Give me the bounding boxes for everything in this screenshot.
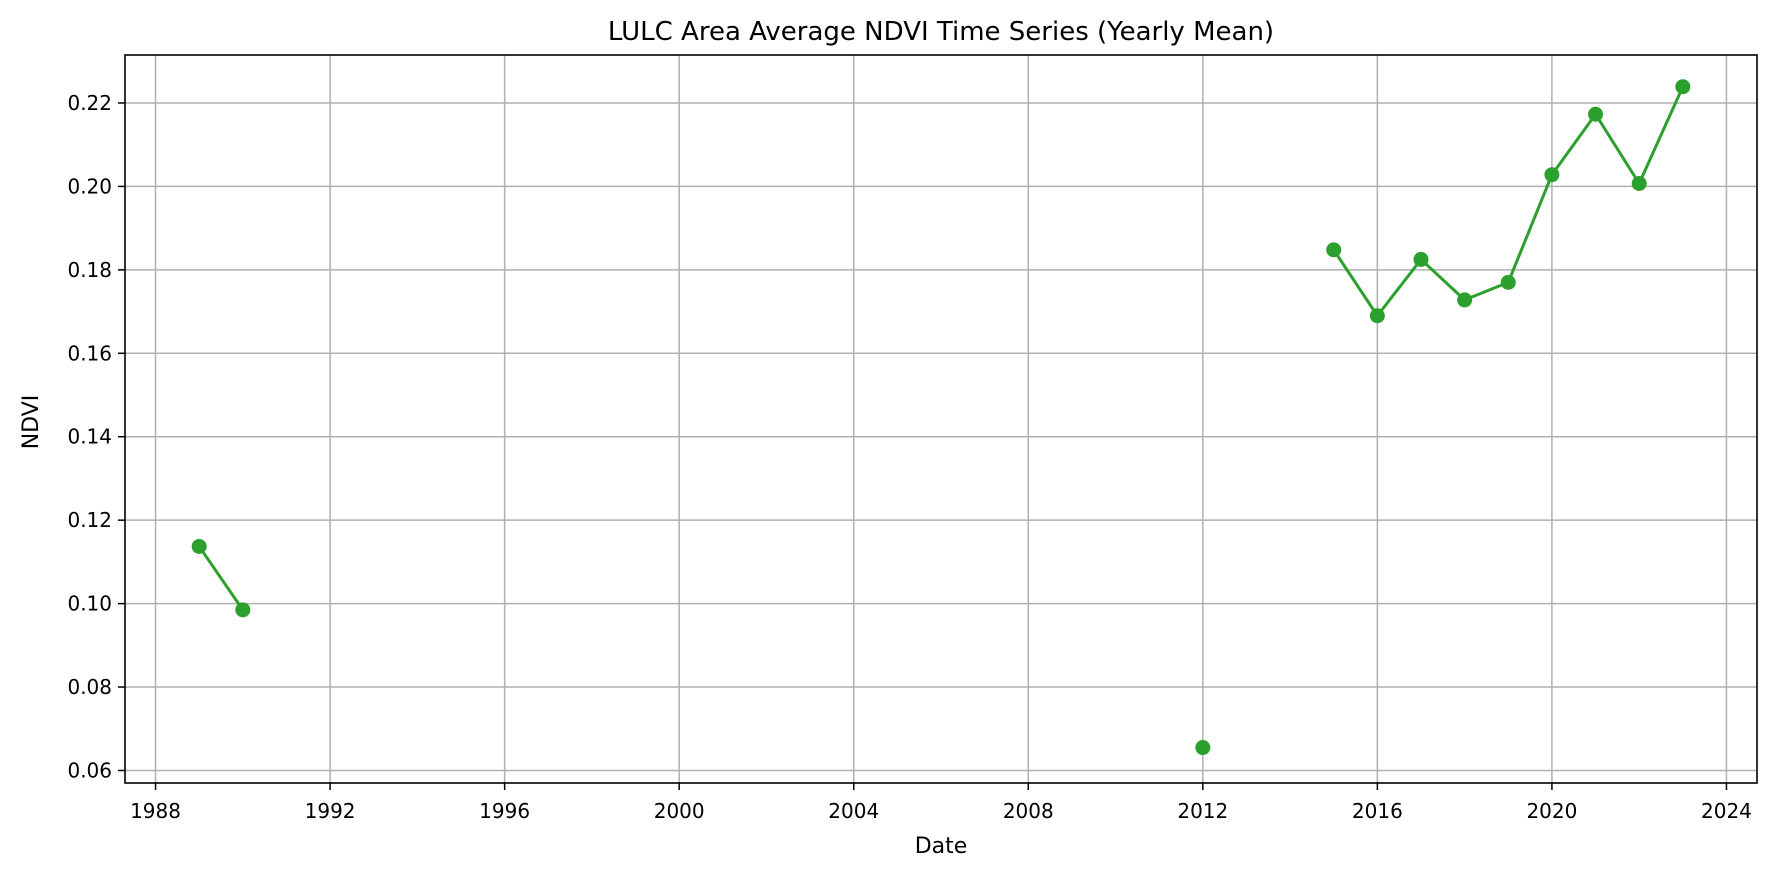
chart-title: LULC Area Average NDVI Time Series (Year… xyxy=(608,17,1274,47)
data-point xyxy=(235,602,251,618)
y-axis-label: NDVI xyxy=(19,395,44,450)
y-tick-label: 0.06 xyxy=(67,758,112,782)
data-point xyxy=(1631,175,1647,191)
y-tick-label: 0.16 xyxy=(67,341,112,365)
x-tick-label: 2008 xyxy=(1003,799,1054,823)
x-axis-label: Date xyxy=(915,834,968,859)
y-tick-label: 0.22 xyxy=(67,91,112,115)
data-point xyxy=(1457,292,1473,308)
data-point xyxy=(1326,242,1342,258)
x-tick-label: 2016 xyxy=(1352,799,1403,823)
data-point xyxy=(1413,251,1429,267)
axis-ticks: 1988 1992 1996 2000 2004 2008 2012 2016 2020 2024… xyxy=(67,91,1751,823)
data-point xyxy=(191,538,207,554)
y-tick-label: 0.14 xyxy=(67,425,112,449)
x-tick-label: 1988 xyxy=(130,799,181,823)
grid xyxy=(125,55,1757,783)
data-point xyxy=(1195,740,1211,756)
series-layer xyxy=(191,79,1691,756)
y-tick-label: 0.12 xyxy=(67,508,112,532)
x-tick-label: 2012 xyxy=(1177,799,1228,823)
y-tick-label: 0.08 xyxy=(67,675,112,699)
x-tick-label: 2004 xyxy=(828,799,879,823)
plot-frame xyxy=(124,54,1758,784)
data-point xyxy=(1500,274,1516,290)
x-tick-label: 1996 xyxy=(479,799,530,823)
x-tick-label: 1992 xyxy=(305,799,356,823)
data-point xyxy=(1369,308,1385,324)
data-point xyxy=(1675,79,1691,95)
x-tick-label: 2024 xyxy=(1701,799,1752,823)
y-tick-label: 0.10 xyxy=(67,592,112,616)
data-point xyxy=(1588,106,1604,122)
x-tick-label: 2000 xyxy=(654,799,705,823)
y-tick-label: 0.18 xyxy=(67,258,112,282)
y-tick-label: 0.20 xyxy=(67,174,112,198)
data-point xyxy=(1544,167,1560,183)
series-line xyxy=(197,545,245,611)
x-tick-label: 2020 xyxy=(1526,799,1577,823)
